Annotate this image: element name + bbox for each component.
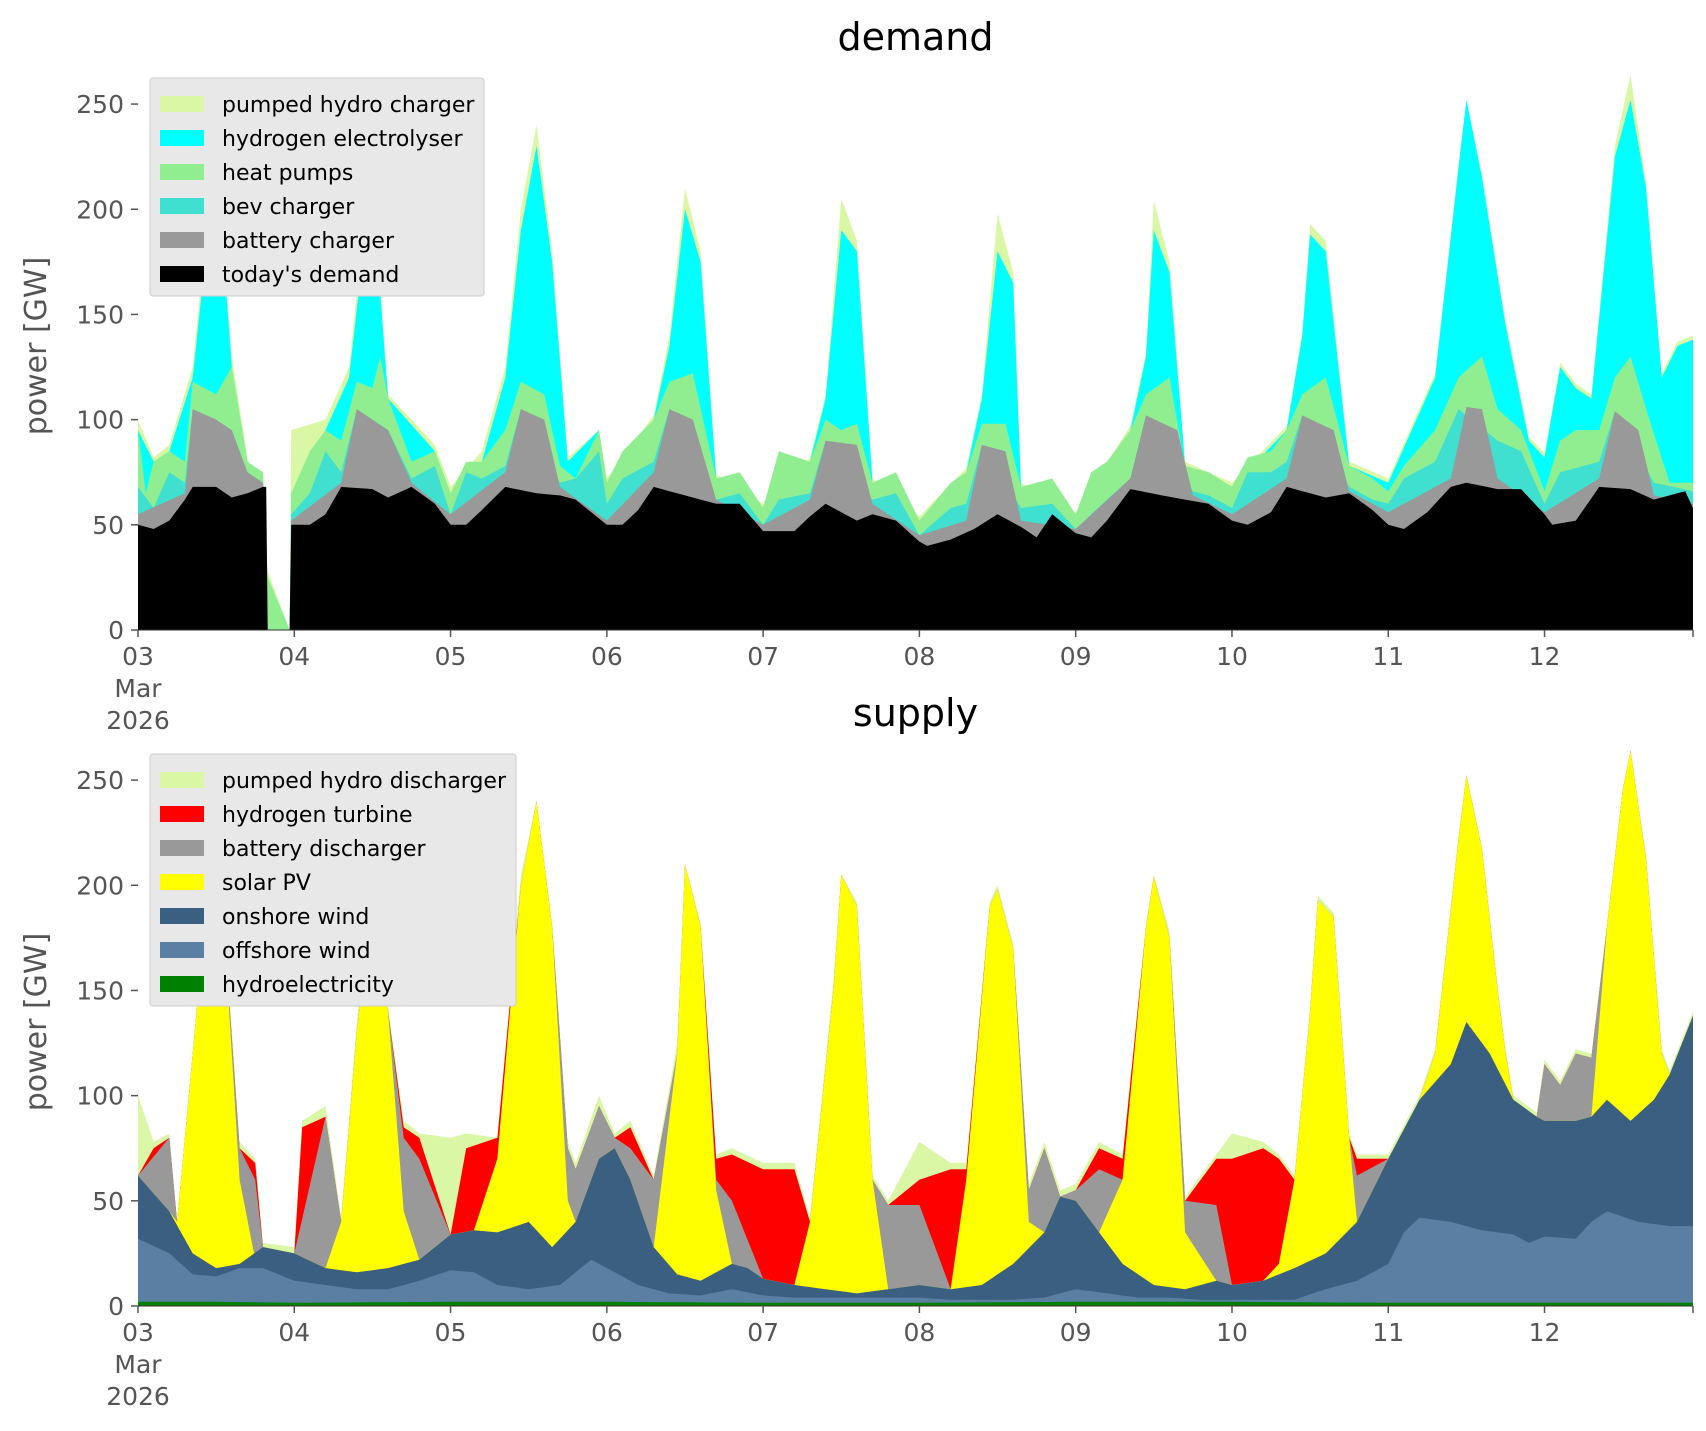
legend-swatch	[160, 266, 204, 282]
y-axis-label: power [GW]	[19, 257, 54, 436]
legend-label: hydrogen turbine	[222, 803, 413, 828]
x-tick-month: Mar	[114, 1350, 162, 1379]
legend-label: bev charger	[222, 195, 355, 220]
x-tick-label: 05	[435, 1318, 467, 1347]
y-tick-label: 100	[76, 406, 124, 435]
legend-label: battery discharger	[222, 837, 427, 862]
x-tick-label: 04	[278, 642, 310, 671]
y-tick-label: 150	[76, 976, 124, 1005]
series-layer	[138, 750, 1693, 1306]
x-tick-label: 06	[591, 1318, 623, 1347]
y-tick-label: 50	[92, 1187, 124, 1216]
legend-box	[149, 77, 485, 297]
legend-swatch	[160, 874, 204, 890]
legend-swatch	[160, 130, 204, 146]
legend-swatch	[160, 772, 204, 788]
legend-label: solar PV	[222, 871, 311, 896]
legend-label: offshore wind	[222, 939, 371, 964]
y-axis-label: power [GW]	[19, 933, 54, 1112]
area-today-s-demand	[138, 482, 1693, 630]
chart-title: demand	[837, 15, 993, 59]
y-tick-label: 200	[76, 195, 124, 224]
legend-label: hydrogen electrolyser	[222, 127, 463, 152]
legend-swatch	[160, 232, 204, 248]
legend-label: pumped hydro discharger	[222, 769, 507, 794]
legend-swatch	[160, 198, 204, 214]
x-tick-month: Mar	[114, 674, 162, 703]
legend-swatch	[160, 942, 204, 958]
x-tick-year: 2026	[106, 1382, 170, 1411]
legend-label: hydroelectricity	[222, 973, 394, 998]
x-tick-label: 04	[278, 1318, 310, 1347]
x-tick-label: 08	[904, 1318, 936, 1347]
x-tick-year: 2026	[106, 706, 170, 735]
legend-label: battery charger	[222, 229, 395, 254]
x-tick-label: 10	[1216, 642, 1248, 671]
y-tick-label: 200	[76, 871, 124, 900]
x-tick-label: 07	[747, 1318, 779, 1347]
area-hydroelectricity	[138, 1301, 1693, 1306]
x-tick-label: 09	[1060, 1318, 1092, 1347]
legend-label: today's demand	[222, 263, 399, 288]
x-tick-label: 09	[1060, 642, 1092, 671]
x-tick-label: 05	[435, 642, 467, 671]
legend-label: onshore wind	[222, 905, 369, 930]
y-tick-label: 150	[76, 300, 124, 329]
legend: pumped hydro discharger hydrogen turbine b…	[149, 753, 517, 1007]
legend-label: pumped hydro charger	[222, 93, 475, 118]
y-tick-label: 0	[108, 616, 124, 645]
legend-swatch	[160, 908, 204, 924]
legend-swatch	[160, 976, 204, 992]
legend-swatch	[160, 806, 204, 822]
y-tick-label: 250	[76, 90, 124, 119]
x-tick-label: 03	[122, 1318, 154, 1347]
x-tick-label: 12	[1529, 642, 1561, 671]
legend-swatch	[160, 840, 204, 856]
area-onshore-wind	[138, 1015, 1693, 1306]
area-offshore-wind	[138, 1211, 1693, 1306]
x-tick-label: 06	[591, 642, 623, 671]
y-tick-label: 0	[108, 1292, 124, 1321]
legend: pumped hydro charger hydrogen electrolyse…	[149, 77, 485, 297]
chart-title: supply	[853, 691, 978, 735]
legend-swatch	[160, 96, 204, 112]
legend-swatch	[160, 164, 204, 180]
x-tick-label: 11	[1372, 1318, 1404, 1347]
x-tick-label: 10	[1216, 1318, 1248, 1347]
legend-label: heat pumps	[222, 161, 353, 186]
legend-box	[149, 753, 517, 1007]
x-tick-label: 11	[1372, 642, 1404, 671]
x-tick-label: 03	[122, 642, 154, 671]
series-layer	[138, 74, 1693, 631]
area-solar-pv	[138, 750, 1693, 1306]
y-tick-label: 50	[92, 511, 124, 540]
x-tick-label: 07	[747, 642, 779, 671]
y-tick-label: 100	[76, 1082, 124, 1111]
x-tick-label: 08	[904, 642, 936, 671]
y-tick-label: 250	[76, 766, 124, 795]
x-tick-label: 12	[1529, 1318, 1561, 1347]
